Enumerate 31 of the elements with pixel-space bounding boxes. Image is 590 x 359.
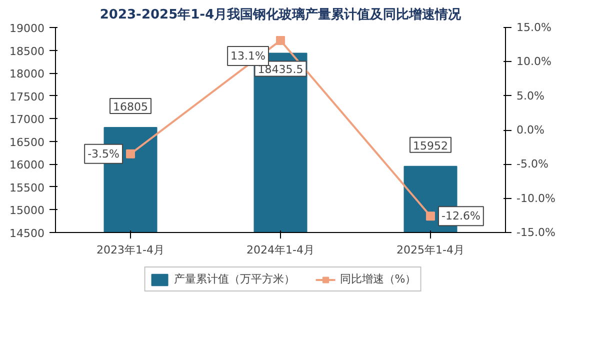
y2-tick-label: 5.0%: [516, 89, 544, 102]
y-tick-label: 17500: [10, 90, 45, 104]
y-tick-label: 15000: [10, 204, 45, 218]
legend-label: 产量累计值（万平方米）: [174, 272, 295, 286]
point: [126, 149, 135, 158]
point: [426, 212, 435, 221]
y2-tick-label: 0.0%: [516, 124, 544, 136]
y-tick-label: 14500: [10, 227, 45, 240]
y-tick-label: 18000: [10, 68, 45, 81]
y-tick-label: 17000: [10, 113, 45, 126]
y2-tick-label: 15.0%: [516, 21, 552, 34]
y2-tick-label: 10.0%: [516, 55, 552, 68]
legend-label: 同比增速（%）: [340, 272, 416, 286]
y-tick-label: 16000: [10, 158, 45, 172]
y-tick-label: 19000: [10, 22, 45, 35]
data-label: -12.6%: [442, 210, 480, 223]
point: [276, 36, 285, 45]
data-label: -3.5%: [88, 147, 120, 160]
x-tick-label: 2023年1-4月: [96, 244, 164, 256]
y2-tick-label: -10.0%: [516, 192, 556, 205]
data-label: 16805: [113, 100, 148, 114]
data-label: 13.1%: [230, 49, 266, 62]
x-tick-label: 2024年1-4月: [246, 244, 314, 256]
data-label: 15952: [413, 139, 448, 152]
chart-title: 2023-2025年1-4月我国钢化玻璃产量累计值及同比增速情况: [100, 6, 462, 22]
x-tick-label: 2025年1-4月: [396, 244, 464, 256]
y-tick-label: 16500: [10, 136, 45, 149]
y-tick-label: 15500: [10, 181, 45, 194]
y2-tick-label: -15.0%: [516, 226, 556, 239]
y2-tick-label: -5.0%: [516, 158, 548, 171]
y-tick-label: 18500: [10, 44, 45, 58]
